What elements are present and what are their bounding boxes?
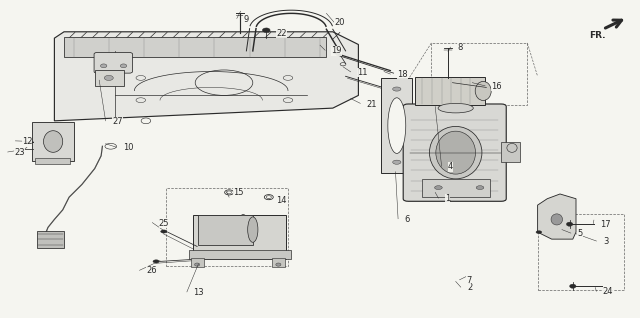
Ellipse shape xyxy=(388,98,406,153)
Text: 6: 6 xyxy=(404,215,410,224)
Text: 4: 4 xyxy=(448,162,453,171)
Text: 9: 9 xyxy=(243,15,248,24)
Polygon shape xyxy=(538,194,576,239)
Ellipse shape xyxy=(570,284,576,288)
Bar xyxy=(501,142,520,162)
Ellipse shape xyxy=(237,214,249,245)
Ellipse shape xyxy=(475,81,492,100)
Text: 18: 18 xyxy=(397,70,408,79)
Text: 16: 16 xyxy=(492,82,502,91)
Text: 14: 14 xyxy=(276,196,287,205)
Text: 19: 19 xyxy=(332,46,342,55)
Ellipse shape xyxy=(195,263,200,266)
Bar xyxy=(193,215,286,259)
Ellipse shape xyxy=(393,160,401,164)
Ellipse shape xyxy=(161,230,167,233)
Ellipse shape xyxy=(153,260,159,263)
Bar xyxy=(95,70,124,86)
Text: 12: 12 xyxy=(22,137,32,146)
Text: 3: 3 xyxy=(603,237,608,246)
Bar xyxy=(198,215,253,245)
Ellipse shape xyxy=(120,64,127,68)
Text: 15: 15 xyxy=(233,188,243,197)
Ellipse shape xyxy=(438,103,474,113)
Ellipse shape xyxy=(429,126,482,179)
Polygon shape xyxy=(54,32,358,121)
Ellipse shape xyxy=(248,217,258,242)
Ellipse shape xyxy=(566,222,573,226)
Bar xyxy=(272,258,285,267)
Text: 23: 23 xyxy=(14,148,25,157)
FancyBboxPatch shape xyxy=(403,104,506,201)
FancyBboxPatch shape xyxy=(94,52,132,73)
Bar xyxy=(64,37,326,57)
Bar xyxy=(189,250,291,259)
Text: 24: 24 xyxy=(603,287,613,296)
Bar xyxy=(35,158,70,164)
Text: 2: 2 xyxy=(467,283,472,292)
Text: 26: 26 xyxy=(146,266,157,275)
Bar xyxy=(166,188,288,266)
Bar xyxy=(538,214,624,290)
Ellipse shape xyxy=(436,131,476,174)
Text: 10: 10 xyxy=(123,143,133,152)
Ellipse shape xyxy=(476,186,484,190)
Ellipse shape xyxy=(276,263,281,266)
Bar xyxy=(37,231,64,248)
Ellipse shape xyxy=(44,131,63,152)
Text: 25: 25 xyxy=(159,219,169,228)
Ellipse shape xyxy=(435,186,442,190)
Ellipse shape xyxy=(262,28,270,32)
Text: 20: 20 xyxy=(334,18,344,27)
Text: FR.: FR. xyxy=(589,31,606,40)
Text: 17: 17 xyxy=(600,220,611,229)
Text: 22: 22 xyxy=(276,29,287,38)
Ellipse shape xyxy=(536,231,541,233)
Bar xyxy=(431,43,527,105)
Text: 5: 5 xyxy=(577,229,582,238)
Bar xyxy=(191,258,204,267)
Text: 13: 13 xyxy=(193,288,204,297)
Text: 1: 1 xyxy=(445,194,450,203)
Text: 27: 27 xyxy=(112,117,123,126)
Text: 7: 7 xyxy=(466,276,471,285)
Ellipse shape xyxy=(551,214,563,225)
Bar xyxy=(415,77,485,105)
Ellipse shape xyxy=(393,87,401,91)
Text: 21: 21 xyxy=(366,100,376,109)
Text: 8: 8 xyxy=(457,43,462,52)
Ellipse shape xyxy=(100,64,107,68)
Ellipse shape xyxy=(104,75,113,80)
Bar xyxy=(32,122,74,161)
Bar xyxy=(381,78,412,173)
Text: 11: 11 xyxy=(357,68,367,77)
Bar xyxy=(422,179,490,197)
